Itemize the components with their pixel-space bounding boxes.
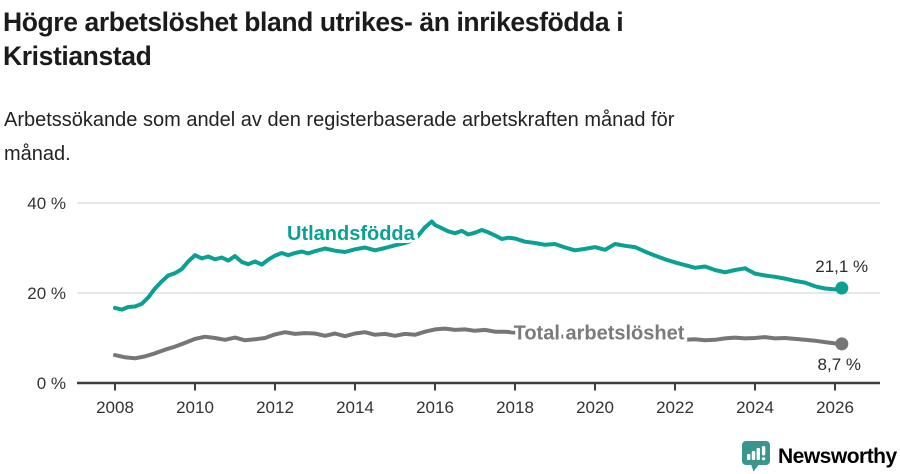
newsworthy-pin-icon — [742, 441, 770, 472]
series-line-1 — [113, 326, 844, 361]
y-tick-label: 20 % — [27, 284, 66, 303]
series-line-0 — [113, 219, 844, 312]
line-chart: 0 % 20 % 40 % 2008 2010 2012 2014 2016 2018 2020 2… — [27, 194, 880, 417]
x-tick-label: 2008 — [96, 398, 134, 417]
x-tick-label: 2020 — [576, 398, 614, 417]
title-line-2: Kristianstad — [3, 41, 152, 71]
series-end-value-0: 21,1 % — [815, 257, 868, 276]
newsworthy-wordmark: Newsworthy — [778, 444, 897, 468]
x-tick-label: 2018 — [496, 398, 534, 417]
x-tick-label: 2026 — [816, 398, 854, 417]
y-tick-label: 0 % — [37, 374, 66, 393]
newsworthy-logo: Newsworthy — [742, 441, 897, 472]
x-tick-label: 2016 — [416, 398, 454, 417]
subtitle-line-2: månad. — [4, 143, 71, 165]
series-label-1: Total arbetslöshet — [514, 322, 685, 344]
series-end-dot-1 — [835, 337, 849, 351]
x-tick-label: 2022 — [656, 398, 694, 417]
y-tick-label: 40 % — [27, 194, 66, 213]
series-label-0: Utlandsfödda — [287, 223, 416, 245]
series-end-value-1: 8,7 % — [818, 355, 861, 374]
series-end-dot-0 — [835, 281, 849, 295]
x-tick-label: 2014 — [336, 398, 374, 417]
title-line-1: Högre arbetslöshet bland utrikes- än inr… — [3, 7, 624, 37]
subtitle-line-1: Arbetssökande som andel av den registerb… — [4, 109, 675, 131]
x-tick-label: 2024 — [736, 398, 774, 417]
x-tick-label: 2012 — [256, 398, 294, 417]
x-tick-label: 2010 — [176, 398, 214, 417]
page-title: Högre arbetslöshet bland utrikes- än inr… — [3, 5, 793, 73]
chart-subtitle: Arbetssökande som andel av den registerb… — [4, 103, 834, 171]
